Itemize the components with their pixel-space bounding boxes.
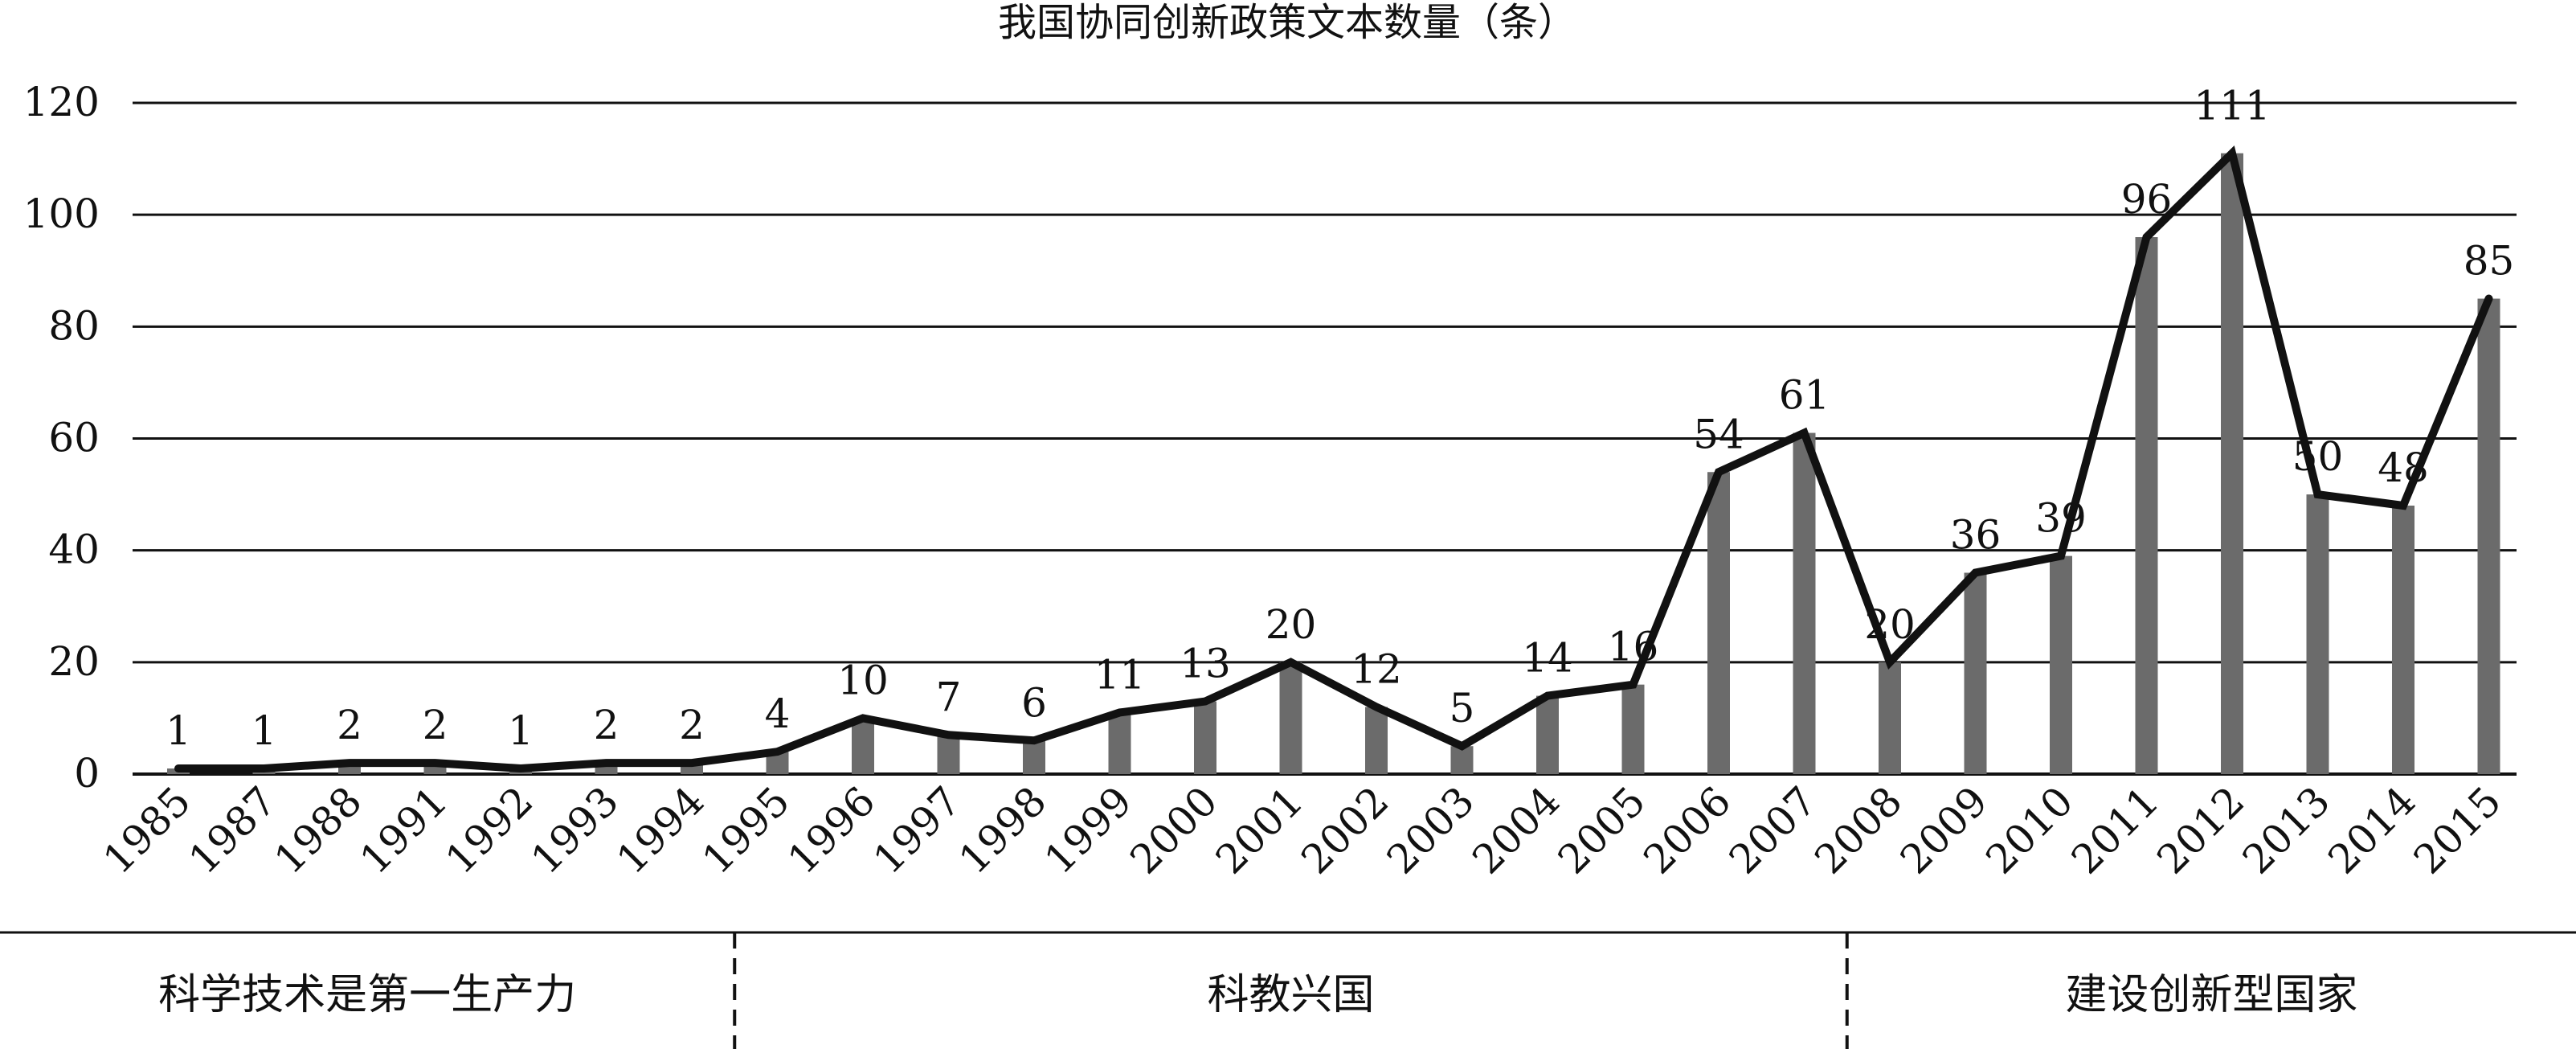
data-label: 111 — [2194, 83, 2270, 129]
x-tick-label: 2010 — [1977, 777, 2082, 883]
bar — [1879, 662, 1901, 774]
data-label: 13 — [1180, 641, 1231, 687]
data-label: 2 — [679, 702, 705, 748]
bar — [2050, 555, 2072, 774]
trend-line — [174, 145, 2493, 773]
data-label: 20 — [1266, 601, 1317, 648]
bar — [1621, 684, 1645, 774]
data-label: 39 — [2035, 495, 2087, 542]
bar — [1279, 662, 1302, 774]
bar — [2221, 153, 2243, 774]
y-tick-label: 20 — [48, 638, 100, 685]
x-tick-label: 1996 — [779, 777, 884, 883]
x-tick-label: 2004 — [1463, 777, 1568, 883]
data-label: 50 — [2292, 433, 2344, 480]
bar — [2477, 298, 2500, 775]
data-label: 20 — [1864, 601, 1916, 648]
data-label: 2 — [337, 702, 362, 748]
bar — [937, 735, 960, 774]
data-label: 85 — [2464, 238, 2515, 285]
bar — [1023, 740, 1045, 774]
era-band: 科学技术是第一生产力 科教兴国 建设创新型国家 — [0, 931, 2576, 1049]
bar — [2135, 237, 2158, 774]
y-tick-label: 0 — [74, 750, 100, 797]
x-tick-label: 2008 — [1805, 777, 1911, 883]
bar — [852, 718, 874, 774]
x-tick-label: 2007 — [1720, 777, 1826, 883]
bar — [1108, 712, 1131, 774]
data-label: 11 — [1094, 651, 1146, 698]
x-tick-label: 2006 — [1634, 777, 1740, 883]
x-tick-label: 1987 — [180, 777, 285, 883]
y-tick-label: 120 — [23, 79, 100, 125]
data-label: 61 — [1779, 372, 1830, 419]
bar — [2392, 506, 2414, 774]
bar — [1793, 432, 1816, 774]
y-tick-label: 60 — [48, 415, 100, 461]
data-label: 10 — [837, 657, 889, 703]
x-tick-label: 1991 — [351, 777, 456, 883]
era-label: 建设创新型国家 — [2065, 971, 2357, 1019]
bar — [1536, 695, 1559, 774]
data-label: 96 — [2121, 176, 2173, 223]
chart-title: 我国协同创新政策文本数量（条） — [998, 0, 1576, 45]
x-tick-label: 1998 — [950, 777, 1055, 883]
bars — [167, 153, 2500, 775]
data-label: 2 — [423, 702, 448, 748]
y-axis-ticks: 0 20 40 60 80 100 120 — [23, 79, 100, 797]
gridlines — [133, 101, 2517, 776]
y-tick-label: 80 — [48, 302, 100, 349]
data-label: 54 — [1693, 411, 1744, 457]
y-tick-label: 40 — [48, 527, 100, 573]
data-label: 36 — [1950, 512, 2002, 559]
era-label: 科教兴国 — [1207, 971, 1374, 1019]
bar — [1450, 746, 1474, 774]
data-label: 5 — [1450, 685, 1475, 731]
x-tick-label: 2009 — [1891, 777, 1997, 883]
x-tick-label: 1997 — [865, 777, 970, 883]
x-tick-label: 2005 — [1549, 777, 1654, 883]
data-label: 7 — [936, 674, 962, 720]
x-tick-label: 2003 — [1378, 777, 1483, 883]
series-line — [174, 145, 2493, 773]
x-tick-label: 1988 — [265, 777, 370, 883]
x-tick-label: 1985 — [94, 777, 199, 883]
x-tick-label: 2000 — [1121, 777, 1226, 883]
bar — [2306, 494, 2329, 774]
y-tick-label: 100 — [23, 191, 100, 237]
x-tick-label: 2014 — [2319, 777, 2424, 883]
bar — [1707, 472, 1730, 774]
x-tick-label: 2013 — [2234, 777, 2339, 883]
era-label: 科学技术是第一生产力 — [158, 971, 576, 1019]
x-tick-label: 1995 — [693, 777, 799, 883]
bar — [1964, 572, 1987, 774]
x-tick-label: 2012 — [2148, 777, 2253, 883]
data-label: 14 — [1522, 635, 1573, 682]
data-label: 2 — [594, 702, 619, 748]
data-label: 16 — [1608, 624, 1659, 670]
x-tick-label: 2002 — [1292, 777, 1397, 883]
x-tick-label: 1994 — [607, 777, 713, 883]
x-tick-label: 1992 — [436, 777, 542, 883]
x-tick-label: 1999 — [1036, 777, 1141, 883]
data-label: 1 — [508, 707, 534, 754]
x-axis-ticks: 1985198719881991199219931994199519961997… — [94, 777, 2509, 883]
x-tick-label: 1993 — [522, 777, 628, 883]
data-label: 4 — [765, 690, 791, 737]
x-tick-label: 2001 — [1207, 777, 1312, 883]
data-label: 6 — [1021, 679, 1047, 726]
bar — [1194, 701, 1216, 774]
bar — [1365, 707, 1388, 774]
data-label: 1 — [166, 707, 191, 754]
x-tick-label: 2015 — [2405, 777, 2510, 883]
data-label: 12 — [1351, 646, 1402, 693]
data-label: 1 — [251, 707, 277, 754]
x-tick-label: 2011 — [2063, 777, 2168, 883]
data-label: 48 — [2378, 445, 2429, 491]
